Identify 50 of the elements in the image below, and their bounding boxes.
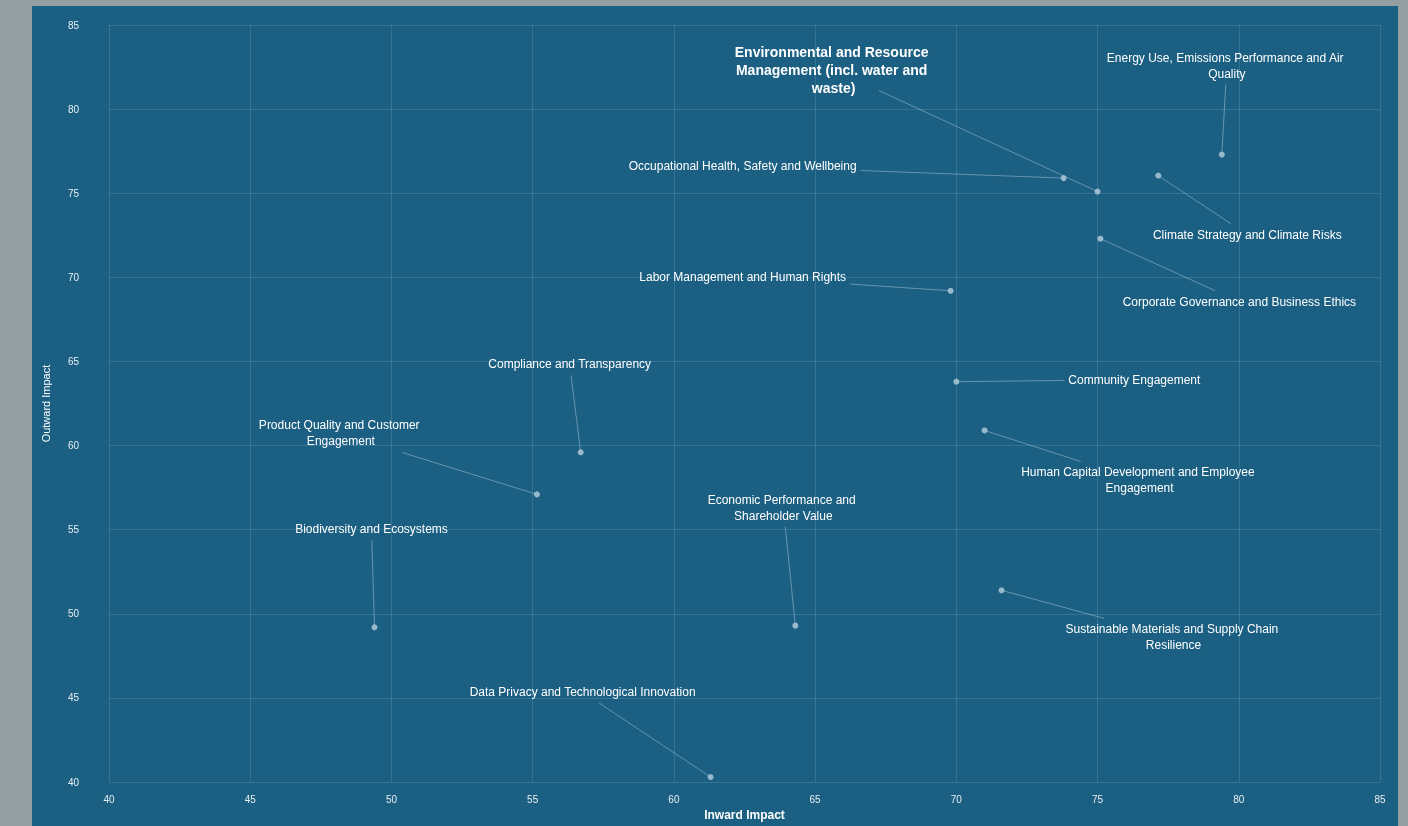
point <box>998 587 1005 594</box>
point <box>1060 175 1067 182</box>
annotation: Climate Strategy and Climate Risks <box>1152 227 1342 242</box>
y-tick-label: 70 <box>67 271 80 283</box>
point <box>577 449 584 456</box>
point <box>1094 188 1101 195</box>
y-tick-label: 45 <box>67 692 80 704</box>
annotation: Sustainable Materials and Supply Chain Resilience <box>1065 622 1282 653</box>
point <box>1155 172 1162 179</box>
x-tick-label: 65 <box>809 793 822 805</box>
x-tick-label: 85 <box>1374 793 1386 805</box>
x-axis-title: Inward Impact <box>704 808 785 822</box>
y-tick-label: 60 <box>67 440 80 452</box>
y-tick-label: 80 <box>67 103 80 115</box>
x-tick-label: 45 <box>244 793 257 805</box>
annotation: Product Quality and Customer Engagement <box>258 418 423 449</box>
y-tick-label: 55 <box>67 524 80 536</box>
annotation: Human Capital Development and Employee Engagement <box>1021 465 1258 496</box>
y-axis-title: Outward Impact <box>39 364 52 443</box>
point <box>792 622 799 629</box>
annotation: Data Privacy and Technological Innovation <box>469 685 696 700</box>
annotation: Energy Use, Emissions Performance and Air Quality <box>1106 50 1347 81</box>
point <box>947 287 954 294</box>
annotation: Labor Management and Human Rights <box>639 269 847 284</box>
x-tick-label: 40 <box>103 793 115 805</box>
y-tick-label: 50 <box>67 608 80 620</box>
x-tick-label: 60 <box>668 793 680 805</box>
annotation: Occupational Health, Safety and Wellbeing <box>628 159 857 174</box>
x-tick-label: 55 <box>527 793 539 805</box>
point <box>371 624 378 631</box>
point <box>1097 235 1104 242</box>
x-tick-label: 80 <box>1233 793 1245 805</box>
point <box>533 491 540 498</box>
point <box>1218 151 1225 158</box>
point <box>707 774 714 781</box>
y-tick-label: 40 <box>67 776 80 788</box>
annotation: Compliance and Transparency <box>488 357 652 372</box>
annotation: Corporate Governance and Business Ethics <box>1122 294 1357 309</box>
annotation: Biodiversity and Ecosystems <box>295 522 448 537</box>
x-tick-label: 70 <box>950 793 963 805</box>
annotation: Environmental and Resource Management (incl. water and waste) <box>734 43 933 96</box>
x-tick-label: 75 <box>1091 793 1104 805</box>
point <box>953 378 960 385</box>
annotation: Economic Performance and Shareholder Value <box>707 492 860 523</box>
point <box>981 427 988 434</box>
x-tick-label: 50 <box>385 793 398 805</box>
y-tick-label: 85 <box>67 19 80 31</box>
y-tick-label: 75 <box>67 187 80 199</box>
y-tick-label: 65 <box>67 355 80 367</box>
annotation: Community Engagement <box>1068 372 1202 387</box>
